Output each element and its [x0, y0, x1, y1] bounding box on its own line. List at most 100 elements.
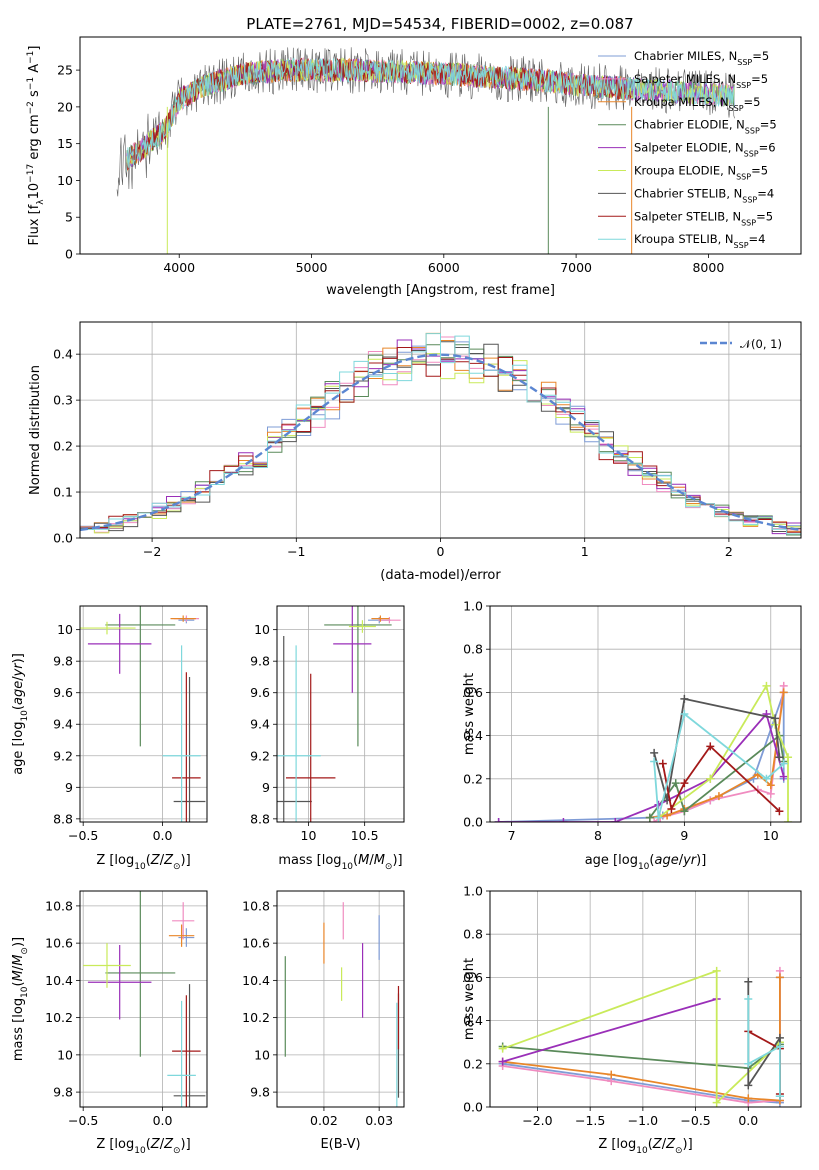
y-tick-label: 25 [57, 63, 73, 78]
weight-marker [775, 1092, 784, 1101]
x-tick-label: 6000 [428, 260, 460, 275]
y-tick-label: 10.8 [45, 898, 73, 913]
x-tick-label: −1 [287, 544, 305, 559]
spectrum-series-line [125, 57, 735, 172]
y-axis-label: Normed distribution [28, 365, 43, 495]
weight-marker [766, 789, 775, 798]
legend-label: Chabrier MILES, NSSP=5 [634, 49, 769, 67]
weight-marker [559, 818, 568, 822]
weight-marker [650, 748, 659, 757]
mass-vs-z-plot-area [83, 891, 206, 1107]
x-tick-label: 10 [763, 828, 779, 843]
y-tick-label: 1.0 [463, 599, 483, 614]
age-vs-z-grid [80, 606, 207, 822]
legend-label: 𝒩(0, 1) [740, 337, 782, 351]
weight-marker [712, 1098, 721, 1107]
y-tick-label: 0.4 [463, 728, 483, 743]
age-vs-z-axes-frame [79, 605, 208, 823]
legend-label: Kroupa ELODIE, NSSP=5 [634, 164, 768, 182]
errorbar-point [378, 617, 401, 624]
x-tick-label: 0.0 [153, 1113, 173, 1128]
errorbar-point [178, 928, 195, 947]
errorbar-point [348, 620, 376, 633]
errorbar-point [285, 673, 336, 822]
weight-marker [744, 977, 753, 986]
y-tick-label: 9.4 [250, 717, 270, 732]
errorbar-point [105, 891, 176, 1057]
y-tick-label: 1.0 [463, 884, 483, 899]
x-tick-label: −2 [143, 544, 161, 559]
age-vs-z-plot-area [80, 606, 206, 822]
legend-label: Kroupa MILES, NSSP=5 [634, 95, 760, 113]
y-tick-label: 0.6 [463, 970, 483, 985]
errorbar-point [105, 606, 176, 747]
weight-marker [744, 995, 753, 1003]
y-tick-label: 10.6 [242, 936, 270, 951]
weight-marker [650, 818, 659, 822]
y-tick-label: 9.6 [53, 685, 73, 700]
weight-series-line [747, 999, 781, 1097]
weight-marker [762, 681, 771, 690]
x-axis-label: (data-model)/error [380, 568, 501, 583]
y-tick-label: 0 [65, 247, 73, 262]
x-tick-label: 0.02 [310, 1113, 338, 1128]
weight-vs-z-plot-area [498, 966, 784, 1107]
weight-marker [779, 772, 788, 781]
y-tick-label: 5 [65, 210, 73, 225]
errorbar-point [83, 943, 131, 988]
x-tick-label: 10.5 [351, 828, 379, 843]
weight-marker [775, 753, 784, 762]
y-tick-label: 9.8 [53, 654, 73, 669]
errorbar-point [162, 645, 201, 822]
x-tick-label: 0.0 [153, 828, 173, 843]
y-tick-label: 10.6 [45, 936, 73, 951]
y-tick-label: 0.0 [53, 531, 73, 546]
y-tick-label: 8.8 [53, 811, 73, 826]
y-tick-label: 9.8 [250, 654, 270, 669]
y-tick-label: 10.4 [45, 973, 73, 988]
x-tick-label: 5000 [296, 260, 328, 275]
errorbar-point [173, 676, 206, 822]
y-tick-label: 0.2 [463, 1056, 483, 1071]
age-vs-mass-plot-area [277, 606, 401, 822]
y-tick-label: 9.6 [250, 685, 270, 700]
y-tick-label: 0.6 [463, 685, 483, 700]
weight-marker [744, 1081, 753, 1090]
weight-marker [494, 818, 503, 822]
y-tick-label: 0.4 [53, 347, 73, 362]
weight-vs-age-axes-frame [489, 605, 802, 823]
panel-spectrum: 4000 5000 6000 7000 8000 0 5 10 15 20 25 wavelength… [26, 36, 802, 298]
y-tick-label: 9.2 [250, 748, 270, 763]
age-vs-mass-axes-frame [276, 605, 405, 823]
weight-marker [762, 774, 771, 783]
weight-series-line [502, 977, 781, 1104]
x-axis-label: Z [log10(Z/Z⊙)] [96, 853, 190, 872]
errorbar-point [333, 606, 372, 693]
panel-residuals: −2 −1 0 1 2 0.0 0.1 0.2 0.3 0.4 (data-model)/error… [28, 321, 802, 583]
weight-marker [766, 781, 775, 790]
x-tick-label: 0.03 [365, 1113, 393, 1128]
errorbar-point [324, 606, 392, 747]
figure-title: PLATE=2761, MJD=54534, FIBERID=0002, z=0… [246, 15, 633, 33]
y-axis-label: age [log10(age/yr)] [11, 653, 30, 775]
weight-marker [744, 1094, 753, 1103]
weight-marker [784, 818, 793, 822]
weight-marker [714, 792, 723, 801]
y-tick-label: 9.8 [53, 1085, 73, 1100]
weight-marker [650, 757, 659, 766]
weight-series-line [502, 998, 717, 1063]
weight-marker [744, 1059, 753, 1068]
legend-label: Salpeter MILES, NSSP=5 [634, 72, 768, 90]
y-tick-label: 0.0 [463, 815, 483, 830]
y-axis-label: Flux [fλ10−17 erg cm−2 s−1 A−1] [26, 46, 46, 246]
x-tick-label: 4000 [163, 260, 195, 275]
x-axis-label: E(B-V) [320, 1137, 360, 1152]
y-tick-label: 9.4 [53, 717, 73, 732]
y-tick-label: 0.8 [463, 927, 483, 942]
y-tick-label: 0.0 [463, 1100, 483, 1115]
x-tick-label: −0.5 [680, 1113, 710, 1128]
weight-vs-z-axes-frame [489, 890, 802, 1108]
y-tick-label: 10 [254, 622, 270, 637]
y-tick-label: 9 [65, 780, 73, 795]
